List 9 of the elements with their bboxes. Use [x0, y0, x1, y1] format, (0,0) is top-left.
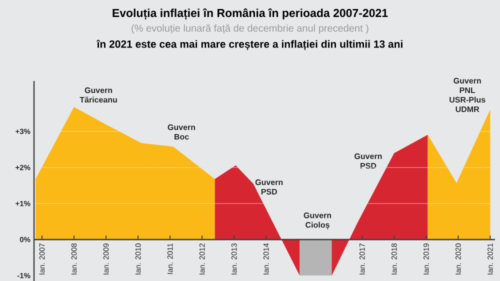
chart-title: Evoluția inflației în România în perioada 2007-2021	[112, 8, 388, 20]
annotation: Guvern Cioloș	[304, 212, 332, 230]
annotation: Guvern PSD	[255, 179, 283, 195]
text: în 2021 este cea mai mare creștere a inflației din ultimii 13 ani	[96, 40, 402, 50]
annotation: Guvern PSD	[354, 153, 382, 169]
annotation: Guvern Tăriceanu	[80, 87, 117, 103]
annotation: Guvern PNL USR-Plus UDMR	[450, 78, 486, 112]
chart-subtitle: (% evoluție lunară față de decembrie anul precedent )	[132, 24, 368, 34]
annotation: Guvern Boc	[168, 124, 196, 140]
